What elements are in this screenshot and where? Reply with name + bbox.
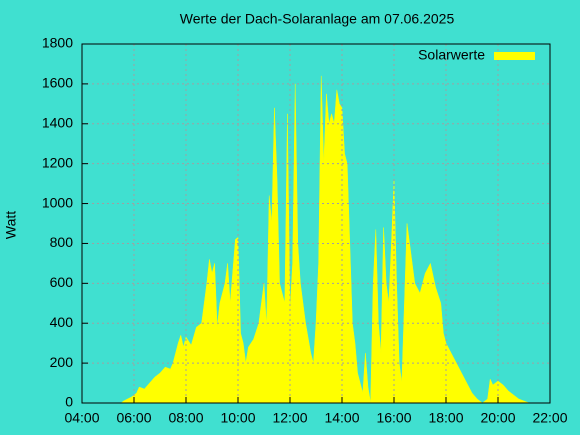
y-tick-label: 400 <box>50 314 74 330</box>
legend-label: Solarwerte <box>418 47 485 63</box>
x-tick-label: 20:00 <box>480 410 515 426</box>
x-tick-label: 22:00 <box>532 410 567 426</box>
x-tick-label: 10:00 <box>220 410 255 426</box>
x-tick-label: 16:00 <box>376 410 411 426</box>
y-axis-label: Watt <box>3 211 19 239</box>
y-tick-label: 0 <box>65 394 73 410</box>
x-tick-label: 06:00 <box>116 410 151 426</box>
area <box>120 75 530 404</box>
y-tick-label: 600 <box>50 274 74 290</box>
y-tick-label: 1600 <box>42 75 73 91</box>
x-tick-label: 08:00 <box>168 410 203 426</box>
x-tick-label: 04:00 <box>64 410 99 426</box>
x-tick-label: 18:00 <box>428 410 463 426</box>
y-tick-label: 1400 <box>42 114 73 130</box>
y-tick-label: 1800 <box>42 35 73 51</box>
chart-title: Werte der Dach-Solaranlage am 07.06.2025 <box>180 11 455 27</box>
y-tick-label: 1000 <box>42 194 73 210</box>
y-tick-label: 1200 <box>42 154 73 170</box>
plot-border <box>81 43 551 404</box>
y-tick-label: 200 <box>50 354 74 370</box>
x-tick-label: 12:00 <box>272 410 307 426</box>
x-tick-label: 14:00 <box>324 410 359 426</box>
y-tick-label: 800 <box>50 234 74 250</box>
legend-swatch <box>494 52 535 60</box>
